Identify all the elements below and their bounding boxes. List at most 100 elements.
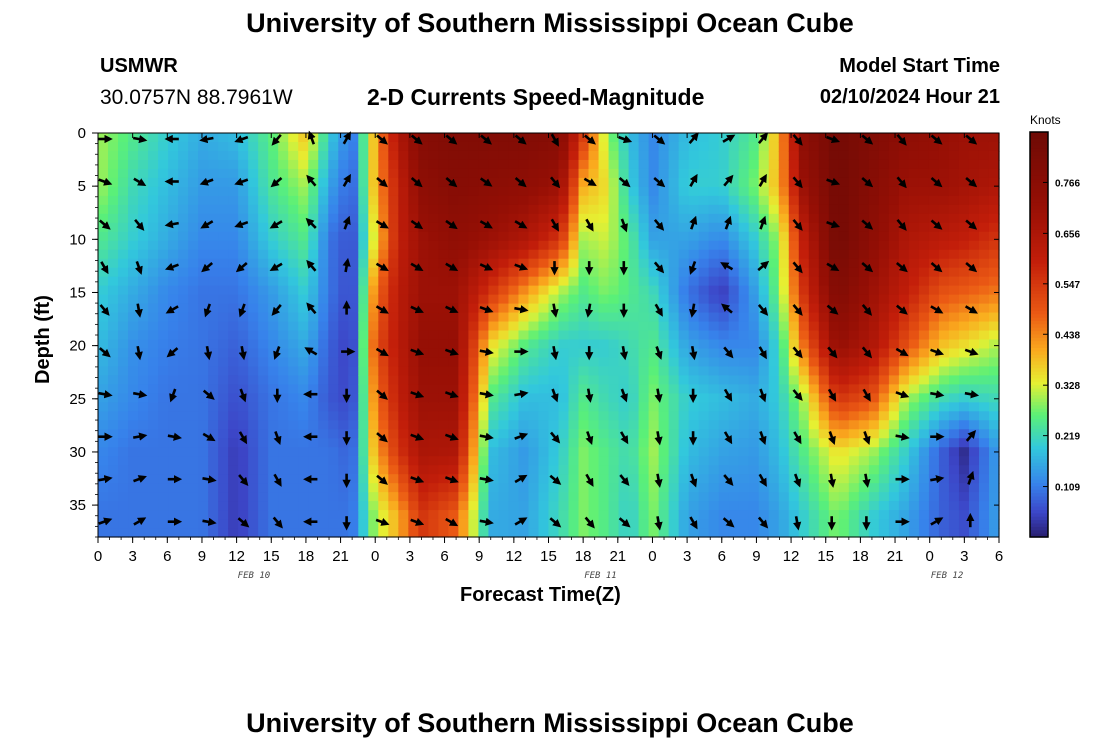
heatmap-cell	[118, 357, 129, 368]
heatmap-cell	[598, 519, 610, 529]
heatmap-cell	[608, 267, 620, 278]
heatmap-cell	[978, 276, 990, 287]
heatmap-cell	[828, 285, 840, 296]
heatmap-cell	[888, 501, 900, 511]
heatmap-cell	[988, 258, 1000, 269]
colorbar-segment	[1030, 267, 1048, 271]
heatmap-cell	[388, 222, 399, 233]
heatmap-cell	[988, 141, 1000, 152]
heatmap-cell	[548, 420, 560, 430]
heatmap-cell	[808, 285, 820, 296]
heatmap-cell	[898, 258, 910, 269]
current-arrow	[479, 390, 494, 399]
heatmap-cell	[778, 195, 790, 206]
heatmap-cell	[718, 249, 730, 260]
heatmap-cell	[678, 348, 690, 359]
heatmap-cell	[918, 483, 930, 493]
heatmap-cell	[718, 465, 730, 475]
current-arrow	[792, 304, 803, 316]
heatmap-cell	[338, 231, 349, 242]
heatmap-cell	[478, 510, 490, 520]
heatmap-cell	[788, 204, 800, 215]
heatmap-cell	[258, 267, 269, 278]
heatmap-cell	[388, 150, 399, 161]
heatmap-cell	[688, 249, 700, 260]
heatmap-cell	[108, 420, 119, 430]
heatmap-cell	[498, 159, 510, 170]
heatmap-cell	[328, 528, 339, 538]
heatmap-cell	[358, 159, 369, 170]
current-arrow	[99, 304, 110, 316]
heatmap-cell	[358, 375, 369, 385]
heatmap-cell	[648, 501, 660, 511]
heatmap-cell	[888, 384, 900, 394]
heatmap-cell	[448, 483, 459, 493]
heatmap-cell	[338, 429, 349, 439]
heatmap-cell	[598, 150, 610, 161]
heatmap-cell	[718, 285, 730, 296]
heatmap-cell	[158, 258, 169, 269]
heatmap-cell	[728, 528, 740, 538]
heatmap-cell	[308, 375, 319, 385]
heatmap-cell	[458, 375, 470, 385]
heatmap-cell	[808, 528, 820, 538]
heatmap-cell	[738, 447, 750, 457]
heatmap-cell	[228, 222, 239, 233]
heatmap-cell	[778, 510, 790, 520]
heatmap-cell	[508, 303, 520, 314]
heatmap-cell	[488, 159, 500, 170]
current-arrow	[550, 133, 559, 147]
heatmap-cell	[388, 303, 399, 314]
heatmap-cell	[898, 312, 910, 323]
current-arrow	[862, 431, 871, 446]
heatmap-cell	[168, 357, 179, 368]
heatmap-cell	[848, 159, 860, 170]
heatmap-cell	[468, 276, 480, 287]
x-axis-label: Forecast Time(Z)	[460, 584, 621, 606]
heatmap-cell	[758, 285, 770, 296]
heatmap-cell	[438, 474, 449, 484]
heatmap-cell	[948, 528, 960, 538]
heatmap-cell	[248, 411, 259, 421]
heatmap-cell	[308, 501, 319, 511]
heatmap-cell	[868, 366, 880, 376]
heatmap-cell	[308, 168, 319, 179]
heatmap-cell	[318, 348, 329, 359]
heatmap-cell	[178, 249, 189, 260]
heatmap-cell	[208, 411, 219, 421]
heatmap-cell	[668, 348, 680, 359]
heatmap-cell	[208, 339, 219, 350]
heatmap-cell	[808, 510, 820, 520]
x-day-label: FEB 11	[584, 571, 617, 581]
heatmap-cell	[238, 456, 249, 466]
heatmap-cell	[518, 456, 530, 466]
heatmap-cell	[678, 465, 690, 475]
heatmap-cell	[168, 321, 179, 332]
heatmap-cell	[618, 150, 630, 161]
heatmap-cell	[268, 411, 279, 421]
heatmap-cell	[448, 285, 459, 296]
heatmap-cell	[588, 285, 600, 296]
heatmap-cell	[748, 258, 760, 269]
heatmap-cell	[458, 213, 470, 224]
heatmap-cell	[138, 195, 149, 206]
heatmap-cell	[798, 195, 810, 206]
heatmap-cell	[968, 294, 980, 305]
heatmap-cell	[418, 510, 429, 520]
heatmap-cell	[768, 510, 780, 520]
heatmap-cell	[628, 240, 640, 251]
heatmap-cell	[218, 204, 229, 215]
heatmap-cell	[708, 528, 720, 538]
heatmap-cell	[878, 339, 890, 350]
heatmap-cell	[718, 330, 730, 341]
heatmap-cell	[238, 204, 249, 215]
heatmap-cell	[388, 438, 399, 448]
current-arrow	[965, 429, 977, 442]
heatmap-cell	[348, 357, 359, 368]
heatmap-cell	[578, 330, 590, 341]
heatmap-cell	[298, 366, 309, 376]
heatmap-cell	[198, 186, 209, 197]
heatmap-cell	[918, 510, 930, 520]
heatmap-cell	[538, 276, 550, 287]
heatmap-cell	[568, 429, 580, 439]
